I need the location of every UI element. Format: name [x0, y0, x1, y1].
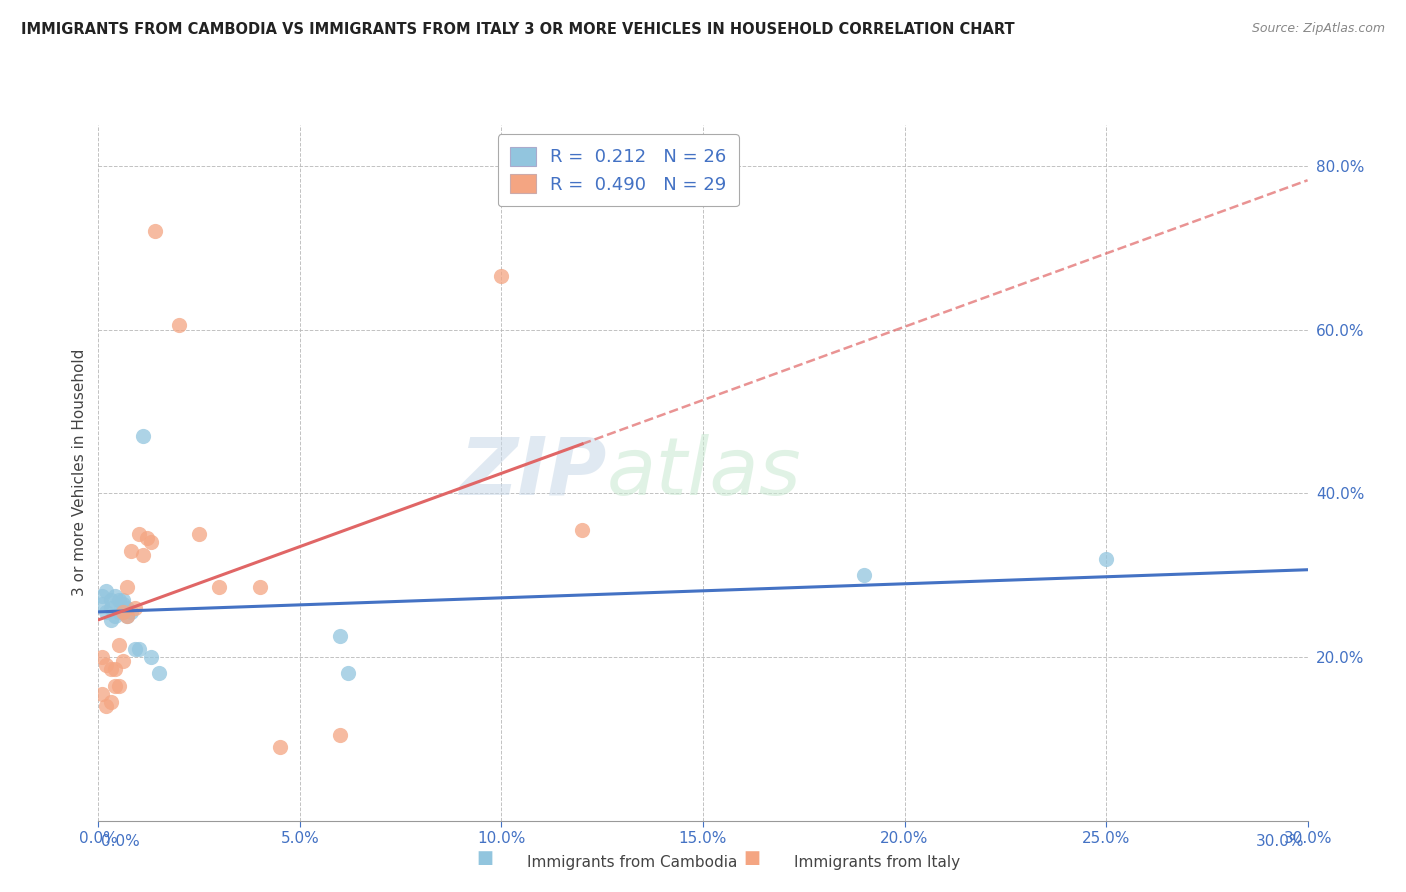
Point: [853, 568, 876, 582]
Point: [111, 592, 134, 607]
Point: [96, 605, 118, 619]
Point: [100, 662, 122, 676]
Point: [96, 584, 118, 599]
Point: [139, 649, 162, 664]
Text: 30.0%: 30.0%: [1257, 834, 1305, 849]
Point: [96, 658, 118, 673]
Text: IMMIGRANTS FROM CAMBODIA VS IMMIGRANTS FROM ITALY 3 OR MORE VEHICLES IN HOUSEHOL: IMMIGRANTS FROM CAMBODIA VS IMMIGRANTS F…: [21, 22, 1015, 37]
Point: [115, 609, 138, 624]
Point: [111, 605, 134, 619]
Point: [100, 695, 122, 709]
Point: [107, 605, 129, 619]
Point: [148, 666, 170, 681]
Point: [208, 580, 231, 594]
Point: [167, 318, 190, 333]
Point: [249, 580, 271, 594]
Point: [111, 605, 134, 619]
Point: [124, 600, 146, 615]
Point: [111, 654, 134, 668]
Text: ■: ■: [744, 849, 761, 867]
Legend: R =  0.212   N = 26, R =  0.490   N = 29: R = 0.212 N = 26, R = 0.490 N = 29: [498, 134, 740, 206]
Point: [1095, 551, 1118, 566]
Text: Immigrants from Italy: Immigrants from Italy: [794, 855, 960, 870]
Point: [115, 600, 138, 615]
Point: [111, 597, 134, 611]
Point: [103, 609, 125, 624]
Point: [103, 589, 125, 603]
Point: [91, 589, 114, 603]
Point: [91, 597, 114, 611]
Point: [91, 649, 114, 664]
Point: [571, 523, 593, 537]
Point: [120, 543, 142, 558]
Point: [132, 548, 155, 562]
Point: [491, 269, 513, 284]
Point: [100, 592, 122, 607]
Point: [100, 600, 122, 615]
Point: [107, 679, 129, 693]
Text: ■: ■: [477, 849, 494, 867]
Point: [96, 699, 118, 714]
Text: 0.0%: 0.0%: [101, 834, 141, 849]
Point: [128, 527, 150, 541]
Text: ZIP: ZIP: [458, 434, 606, 512]
Text: Immigrants from Cambodia: Immigrants from Cambodia: [527, 855, 738, 870]
Text: Source: ZipAtlas.com: Source: ZipAtlas.com: [1251, 22, 1385, 36]
Point: [132, 429, 155, 443]
Point: [100, 613, 122, 627]
Point: [128, 641, 150, 656]
Point: [337, 666, 360, 681]
Point: [329, 728, 352, 742]
Point: [107, 638, 129, 652]
Point: [91, 687, 114, 701]
Point: [135, 531, 157, 545]
Point: [115, 609, 138, 624]
Point: [103, 662, 125, 676]
Point: [329, 630, 352, 644]
Point: [107, 592, 129, 607]
Y-axis label: 3 or more Vehicles in Household: 3 or more Vehicles in Household: [72, 349, 87, 597]
Point: [269, 739, 291, 754]
Point: [188, 527, 211, 541]
Text: atlas: atlas: [606, 434, 801, 512]
Point: [115, 580, 138, 594]
Point: [103, 679, 125, 693]
Point: [139, 535, 162, 549]
Point: [120, 605, 142, 619]
Point: [143, 224, 166, 238]
Point: [124, 641, 146, 656]
